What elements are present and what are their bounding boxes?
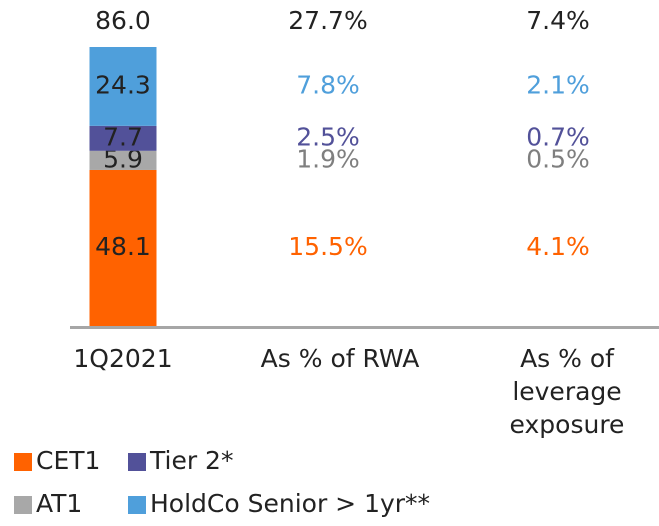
legend-label: Tier 2* [149, 446, 233, 475]
bar-value-label: 48.1 [95, 232, 151, 261]
legend-swatch [14, 453, 32, 471]
ratio-label: 1.9% [296, 144, 360, 173]
legend-label: HoldCo Senior > 1yr** [150, 489, 430, 518]
ratio-label: 15.5% [288, 232, 367, 261]
ratio-total: 7.4% [526, 6, 590, 35]
ratio-label: 2.5% [296, 122, 360, 151]
legend-label: CET1 [36, 446, 100, 475]
category-label: As % of RWA [260, 344, 420, 373]
category-label: As % of leverage exposure [509, 344, 625, 439]
ratio-label: 0.5% [526, 144, 590, 173]
bar-segment [89, 169, 157, 326]
ratio-label: 7.8% [296, 70, 360, 99]
bar-segment [89, 150, 157, 170]
bar-value-label: 7.7 [103, 122, 143, 151]
bar-value-label: 24.3 [95, 70, 151, 99]
legend-swatch [128, 496, 146, 514]
category-label: 1Q2021 [73, 344, 173, 373]
ratio-total: 27.7% [288, 6, 367, 35]
bar-segment [89, 125, 157, 151]
legend-swatch [14, 496, 32, 514]
legend-label: AT1 [36, 489, 82, 518]
total-label: 86.0 [95, 6, 151, 35]
bar-segment [89, 47, 157, 126]
ratio-label: 2.1% [526, 70, 590, 99]
ratio-label: 0.7% [526, 122, 590, 151]
ratio-label: 4.1% [526, 232, 590, 261]
legend-swatch [128, 453, 146, 471]
